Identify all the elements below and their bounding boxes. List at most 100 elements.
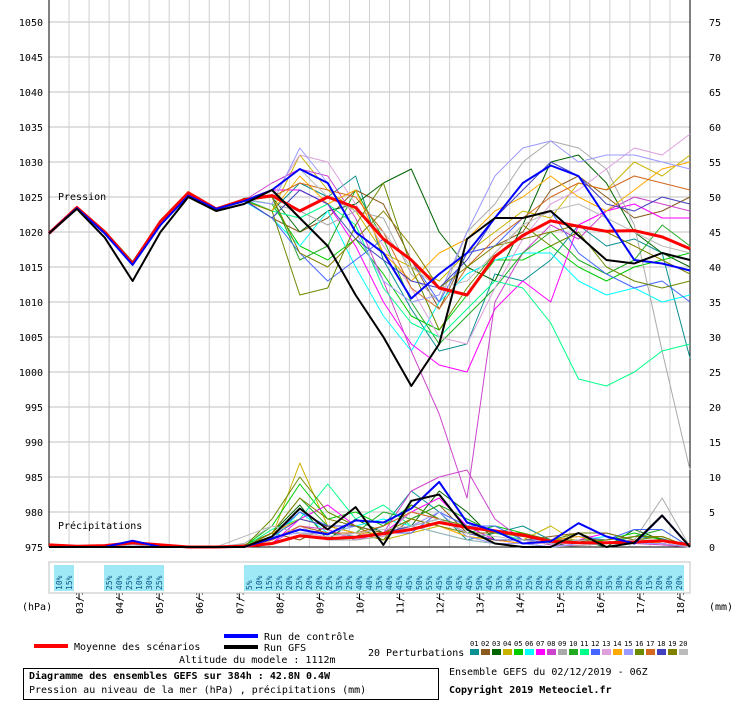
probability-cell [364,565,374,591]
x-tick-label: 13/12 [476,584,487,614]
probability-cell [494,565,504,591]
left-unit-label: (hPa) [22,602,52,613]
precip-probability: 20% [315,575,324,590]
precip-probability: 5% [245,580,254,590]
precip-probability: 30% [585,575,594,590]
legend-perturbation-swatch [569,649,578,655]
legend-perturbation-number: 11 [580,640,588,648]
precip-probability: 50% [475,575,484,590]
precip-probability: 40% [115,575,124,590]
legend-perturbation-swatch [668,649,677,655]
precip-probability: 25% [625,575,634,590]
precip-probability: 25% [275,575,284,590]
y-tick-right: 55 [709,158,721,169]
y-tick-right: 60 [709,123,721,134]
precip-probability: 25% [125,575,134,590]
probability-cell [544,565,554,591]
y-tick-left: 995 [25,403,43,414]
y-tick-left: 1050 [19,18,43,29]
precip-probability: 45% [405,575,414,590]
precip-probability: 25% [295,575,304,590]
legend-perturbations-label: 20 Perturbations [368,648,464,659]
probability-cell [294,565,304,591]
x-tick-label: 08/12 [275,584,286,614]
probability-cell [104,565,114,591]
probability-cell [124,565,134,591]
y-tick-right: 50 [709,193,721,204]
precip-probability: 45% [435,575,444,590]
precip-probability: 25% [105,575,114,590]
pressure-line-Run de contrôle [48,164,691,300]
probability-cell [434,565,444,591]
probability-cell [114,565,124,591]
x-tick-label: 03/12 [75,584,86,614]
precip-probability: 35% [335,575,344,590]
probability-cell [484,565,494,591]
legend-perturbation-swatch [481,649,490,655]
legend-perturbation-swatch [558,649,567,655]
precip-probability: 25% [325,575,334,590]
precip-probability: 25% [575,575,584,590]
x-tick-label: 09/12 [315,584,326,614]
y-tick-left: 985 [25,473,43,484]
probability-cell [394,565,404,591]
legend-perturbation-swatch [492,649,501,655]
probability-cell [354,565,364,591]
precip-probability: 20% [655,575,664,590]
precip-probability: 20% [635,575,644,590]
precip-probability: 15% [645,575,654,590]
legend-perturbation-swatch [536,649,545,655]
probability-cell [384,565,394,591]
y-tick-right: 0 [709,543,715,554]
pressure-label: Pression [58,192,106,203]
x-tick-label: 16/12 [596,584,607,614]
precip-probability: 20% [535,575,544,590]
precip-probability: 35% [495,575,504,590]
precip-probability: 10% [255,575,264,590]
x-tick-label: 04/12 [115,584,126,614]
probability-cell [614,565,624,591]
legend-perturbation-number: 04 [503,640,511,648]
legend-perturbation-number: 01 [470,640,478,648]
legend-perturbation-number: 18 [657,640,665,648]
legend-perturbation-swatch [580,649,589,655]
precip-probability: 10% [135,575,144,590]
info-box: Diagramme des ensembles GEFS sur 384h : … [23,668,439,700]
probability-cell [574,565,584,591]
probability-cell [504,565,514,591]
probability-cell [344,565,354,591]
legend-perturbation-number: 02 [481,640,489,648]
y-tick-left: 1045 [19,53,43,64]
probability-cell [304,565,314,591]
y-tick-right: 30 [709,333,721,344]
probability-cell [624,565,634,591]
precip-probability: 20% [565,575,574,590]
probability-cell [554,565,564,591]
precip-probability: 45% [465,575,474,590]
legend-perturbation-swatch [657,649,666,655]
y-tick-right: 75 [709,18,721,29]
x-tick-label: 10/12 [355,584,366,614]
legend-perturbation-swatch [679,649,688,655]
probability-cell [454,565,464,591]
precip-probability: 15% [265,575,274,590]
legend-perturbation-number: 20 [679,640,687,648]
precip-probability: 40% [385,575,394,590]
legend-perturbation-number: 08 [547,640,555,648]
precip-line-Run GFS [49,493,691,548]
y-tick-right: 40 [709,263,721,274]
chart-subtitle: Pression au niveau de la mer (hPa) , pré… [29,685,367,696]
probability-cell [274,565,284,591]
precip-probability: 45% [395,575,404,590]
probability-cell [254,565,264,591]
y-tick-right: 35 [709,298,721,309]
x-tick-label: 18/12 [676,584,687,614]
legend-perturbation-number: 19 [668,640,676,648]
probability-cell [654,565,664,591]
probability-cell [264,565,274,591]
precip-probability: 55% [425,575,434,590]
legend-perturbation-swatch [624,649,633,655]
y-tick-left: 1010 [19,298,43,309]
